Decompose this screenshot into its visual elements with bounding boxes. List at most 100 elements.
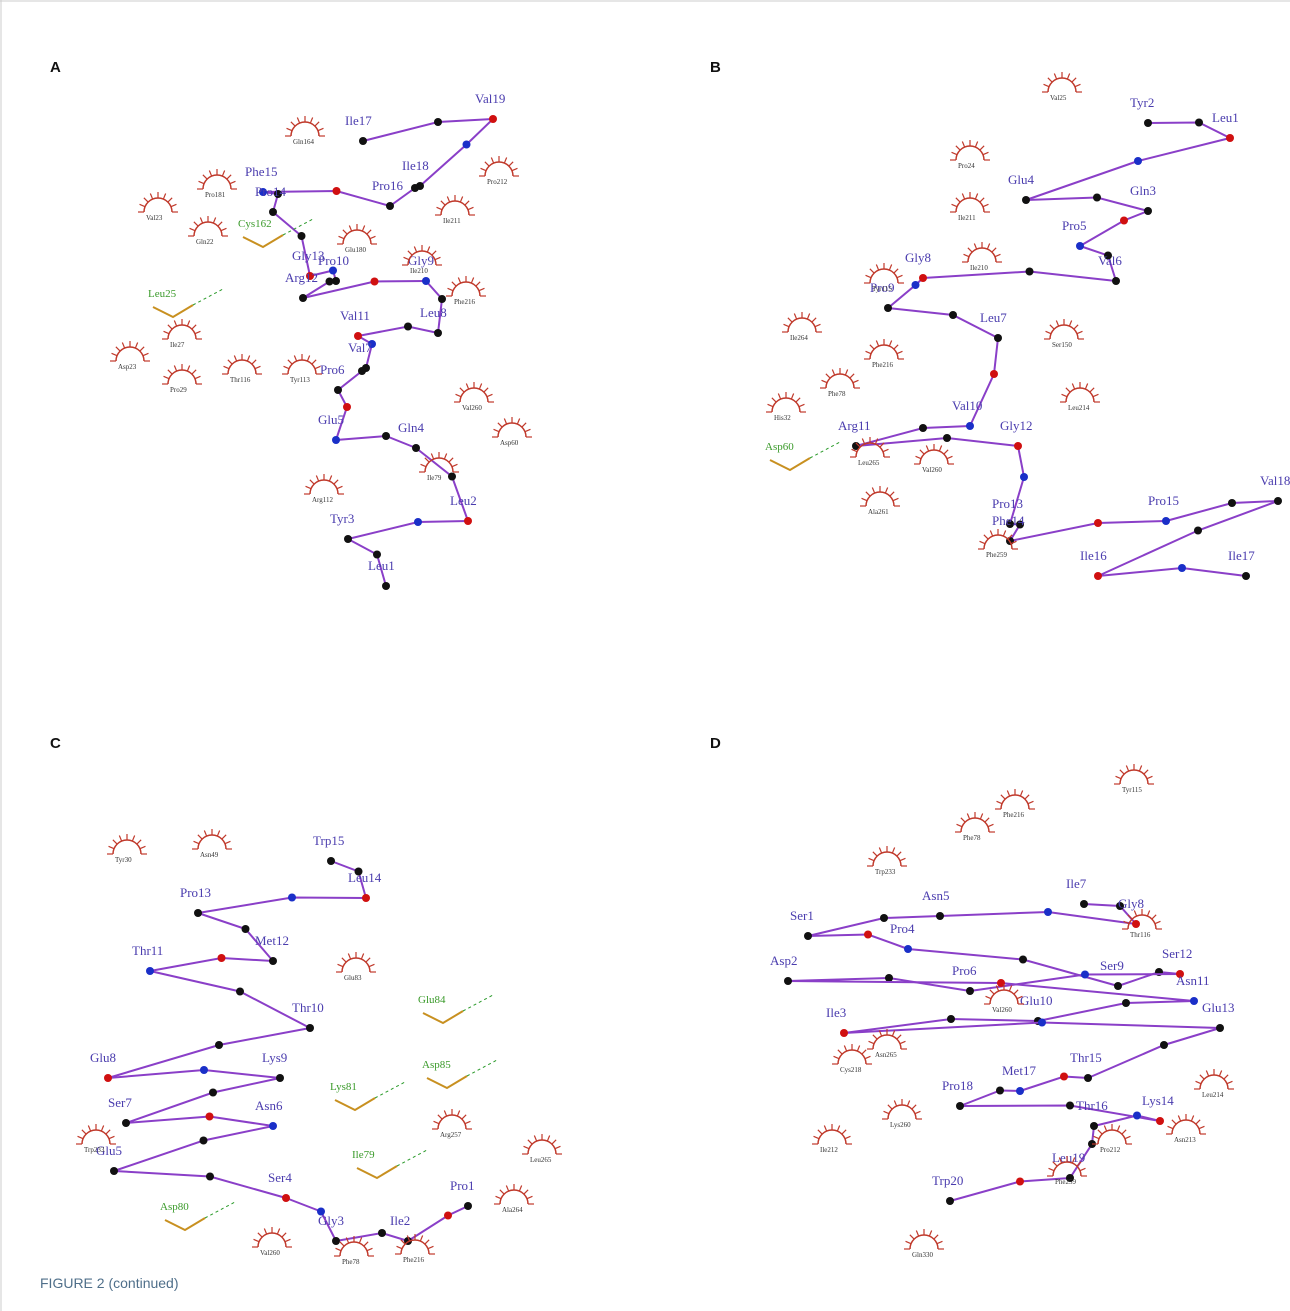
hydrophobic-tick	[109, 846, 115, 848]
contact-residue: Tyr115	[872, 285, 892, 293]
hydrophobic-tick	[209, 171, 211, 177]
atom	[1162, 517, 1170, 525]
hydrophobic-tick	[892, 848, 894, 854]
hydrophobic-tick	[1049, 1168, 1055, 1170]
hydrophobic-tick	[778, 394, 780, 400]
hydrophobic-tick	[1080, 1168, 1086, 1170]
atom	[1090, 1122, 1098, 1130]
hydrophobic-tick	[336, 1248, 342, 1250]
hydrophobic-tick	[897, 275, 903, 277]
hydrophobic-tick	[916, 1231, 918, 1237]
hydrophobic-tick	[448, 288, 454, 290]
hydrophobic-tick	[338, 964, 344, 966]
atom	[382, 582, 390, 590]
contact-residue: His32	[774, 414, 791, 422]
ligand-residue: Leu7	[980, 310, 1007, 325]
receptor-bond	[243, 235, 283, 247]
hydrophobic-tick	[82, 1130, 86, 1134]
hydrophobic-tick	[870, 345, 874, 349]
atom	[194, 909, 202, 917]
hydrophobic-tick	[119, 836, 121, 842]
atom	[1114, 982, 1122, 990]
contact-residue: Phe216	[403, 1256, 425, 1264]
atom	[422, 277, 430, 285]
hydrophobic-arc	[116, 347, 144, 361]
hydrophobic-tick	[481, 168, 487, 170]
panel-letter: C	[50, 735, 61, 752]
hydrophobic-tick	[122, 343, 124, 349]
contact-residue: Leu265	[530, 1156, 552, 1164]
hydrophobic-tick	[818, 1130, 822, 1134]
ligand-residue: Ile7	[1066, 876, 1087, 891]
hydrophobic-tick	[1219, 1071, 1221, 1077]
hydrophobic-tick	[984, 535, 988, 539]
hydrophobic-arc	[866, 492, 894, 506]
contact-residue: Phe259	[986, 551, 1008, 559]
contact-residue: Phe216	[872, 361, 894, 369]
hydrophobic-tick	[168, 198, 172, 202]
contact-residue: Ile27	[170, 341, 185, 349]
atom	[326, 278, 334, 286]
hydrophobic-tick	[504, 158, 506, 164]
hydrophobic-tick	[460, 388, 464, 392]
hydrophobic-tick	[524, 1190, 528, 1194]
hydrophobic-tick	[873, 852, 877, 856]
hydrophobic-tick	[987, 244, 989, 250]
atom	[327, 857, 335, 865]
hydrophobic-arc	[956, 146, 984, 160]
contact-residue: Pro212	[1100, 1146, 1121, 1154]
contact-residue: Pro181	[205, 191, 226, 199]
hydrophobic-tick	[420, 1236, 422, 1242]
hydrophobic-tick	[168, 325, 172, 329]
atom	[404, 323, 412, 331]
ligand-residue: Ser4	[268, 1170, 292, 1185]
hydrophobic-tick	[287, 128, 293, 130]
contact-residue: Val25	[1050, 94, 1067, 102]
hydrophobic-tick	[1048, 78, 1052, 82]
bond	[923, 272, 1116, 282]
atom	[1160, 1041, 1168, 1049]
contact-residue: Leu265	[858, 459, 880, 467]
hydrophobic-arc	[956, 198, 984, 212]
contact-residue: Ile211	[958, 214, 976, 222]
ligand-residue: Glu10	[1020, 993, 1053, 1008]
atom	[840, 1029, 848, 1037]
bond	[940, 912, 1136, 924]
ligand-residue: Val18	[1260, 473, 1290, 488]
atom	[371, 278, 379, 286]
panel-letter: A	[50, 59, 61, 76]
hydrophobic-tick	[234, 356, 236, 362]
atom	[362, 894, 370, 902]
hydrophobic-tick	[528, 1140, 532, 1144]
atom	[298, 232, 306, 240]
ligand-residue: Gly8	[1118, 896, 1144, 911]
contact-residue: Arg112	[312, 496, 334, 504]
atom	[1080, 900, 1088, 908]
hydrogen-bond	[193, 289, 223, 305]
hydrophobic-tick	[869, 1041, 875, 1043]
atom	[282, 1194, 290, 1202]
hydrophobic-tick	[509, 162, 513, 166]
hydrophobic-arc	[772, 398, 800, 412]
ligand-residue: Met17	[1002, 1063, 1036, 1078]
hydrophobic-tick	[884, 1111, 890, 1113]
atom	[1195, 119, 1203, 127]
hydrophobic-tick	[194, 841, 200, 843]
bond	[908, 949, 1118, 986]
ligand-residue: Val7	[348, 340, 372, 355]
bond	[150, 958, 273, 971]
contact-residue: Trp233	[875, 868, 896, 876]
atom	[464, 1202, 472, 1210]
bond	[336, 436, 416, 448]
ligplot-panel: DIle7Gly8Asn5Ser1Pro4Ser9Ser12Pro6Asp2As…	[710, 735, 1235, 1259]
hydrophobic-tick	[988, 824, 994, 826]
atom	[919, 424, 927, 432]
hydrophobic-tick	[1062, 394, 1068, 396]
hydrophobic-tick	[956, 146, 960, 150]
hydrophobic-tick	[866, 351, 872, 353]
atom	[332, 1237, 340, 1245]
contact-residue: Ile264	[790, 334, 808, 342]
ligand-residue: Val6	[1098, 253, 1122, 268]
interacting-residue: Lys81	[330, 1081, 357, 1093]
atom	[299, 294, 307, 302]
